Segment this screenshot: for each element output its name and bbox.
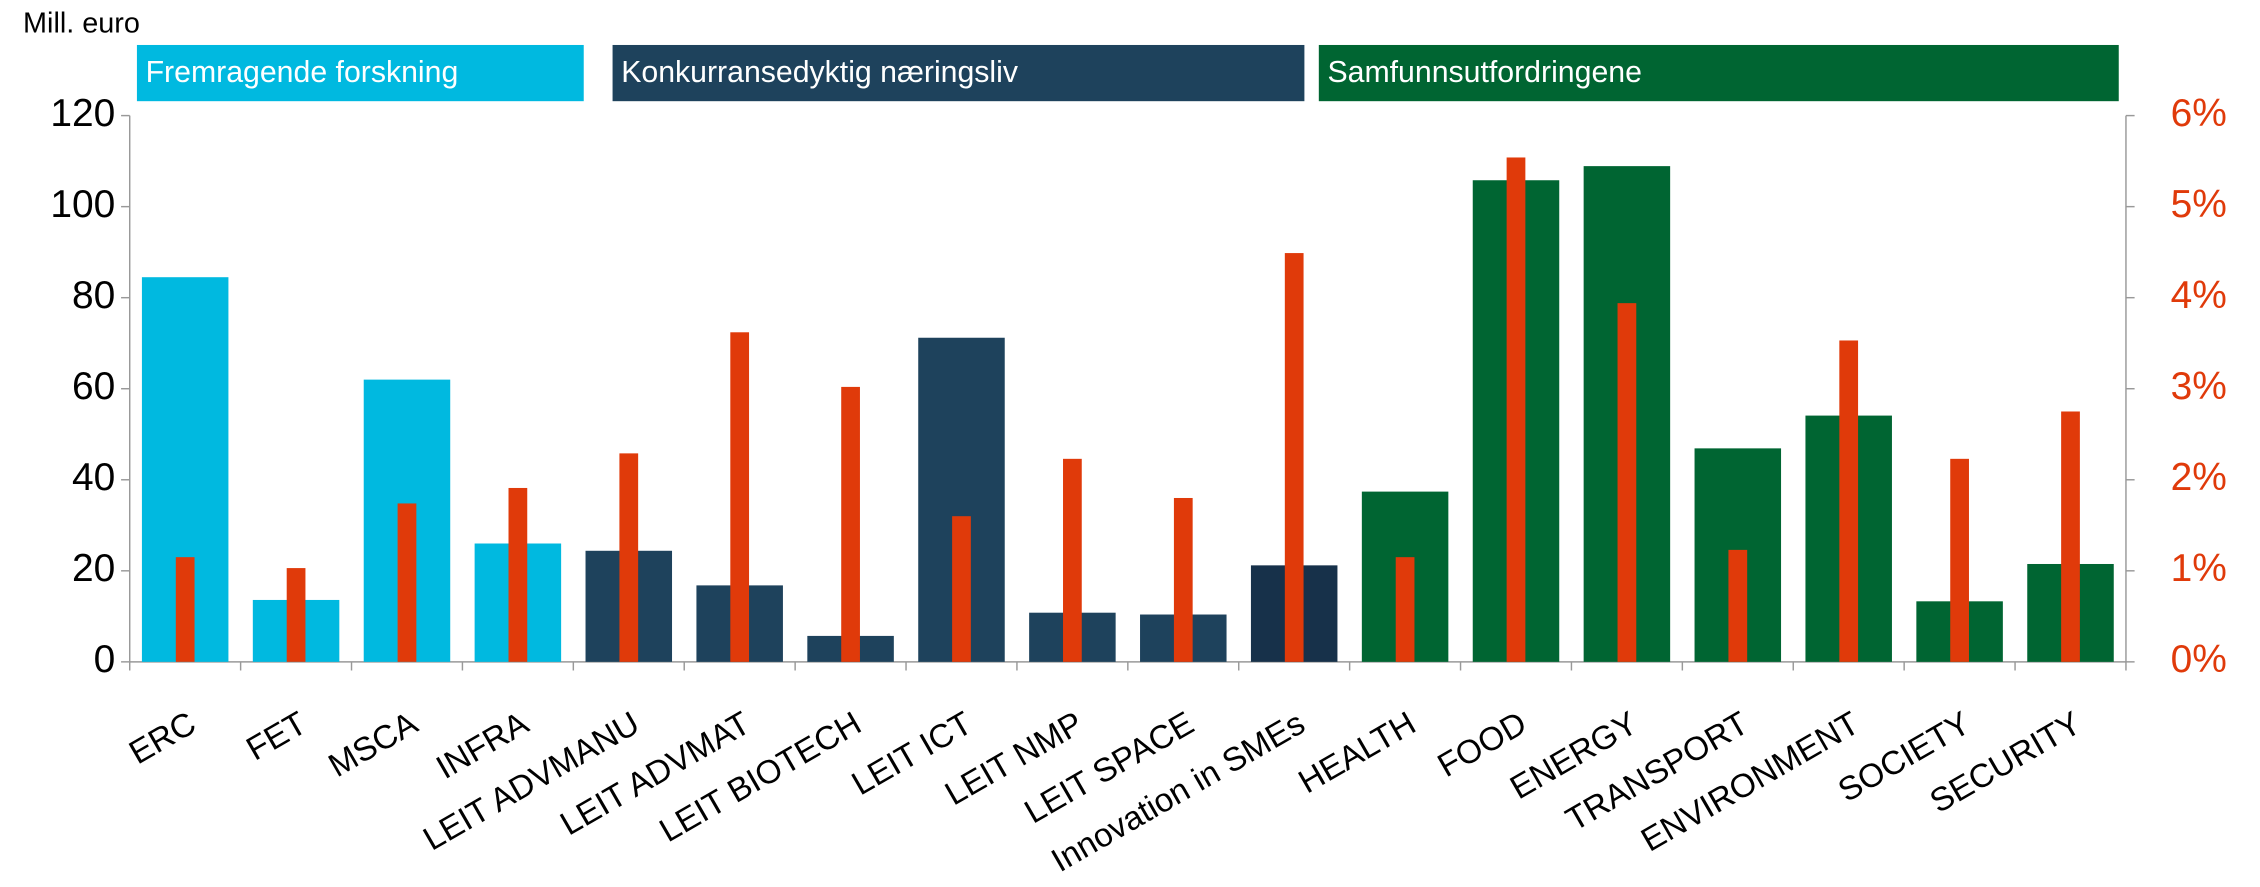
share-bar <box>175 557 195 662</box>
share-bar <box>1728 549 1748 662</box>
group-box <box>136 44 584 102</box>
share-bar <box>2061 411 2080 662</box>
share-bar <box>1506 157 1526 662</box>
share-bar <box>1063 458 1082 662</box>
share-bar <box>1395 557 1415 662</box>
y2-tick-label: 5% <box>2171 183 2227 226</box>
y-tick-label: 20 <box>72 547 115 590</box>
share-bar <box>730 332 750 662</box>
y-tick-label: 80 <box>72 274 115 317</box>
y-axis-title: Mill. euro <box>23 7 140 39</box>
y2-tick-label: 6% <box>2171 92 2227 135</box>
y-tick-label: 0 <box>94 638 116 681</box>
x-tick-label: ERC <box>123 705 202 772</box>
share-bar <box>952 516 971 662</box>
group-label: Konkurransedyktig næringsliv <box>621 56 1019 89</box>
group-label: Samfunnsutfordringene <box>1327 56 1641 89</box>
group-box <box>1318 44 2119 102</box>
share-bar <box>1617 303 1637 662</box>
share-bar <box>841 386 860 662</box>
share-bar <box>1839 340 1859 662</box>
y-tick-label: 100 <box>50 183 115 226</box>
share-bar <box>1284 253 1304 662</box>
share-bar <box>1173 497 1193 662</box>
y2-tick-label: 4% <box>2171 274 2227 317</box>
share-bar <box>397 503 417 662</box>
group-box <box>612 44 1305 102</box>
group-label: Fremragende forskning <box>146 56 459 89</box>
y2-tick-label: 1% <box>2171 547 2227 590</box>
y-tick-label: 60 <box>72 365 115 408</box>
x-tick-label: HEALTH <box>1293 705 1423 801</box>
y2-tick-label: 3% <box>2171 365 2227 408</box>
x-tick-label: FET <box>240 705 313 768</box>
share-bar <box>286 568 306 662</box>
share-bar <box>508 487 528 662</box>
y-tick-label: 40 <box>72 456 115 499</box>
share-bar <box>1950 458 1969 662</box>
y2-tick-label: 0% <box>2171 638 2227 681</box>
y2-tick-label: 2% <box>2171 456 2227 499</box>
y-tick-label: 120 <box>50 92 115 135</box>
x-tick-label: MSCA <box>323 704 425 784</box>
share-bar <box>619 453 639 662</box>
